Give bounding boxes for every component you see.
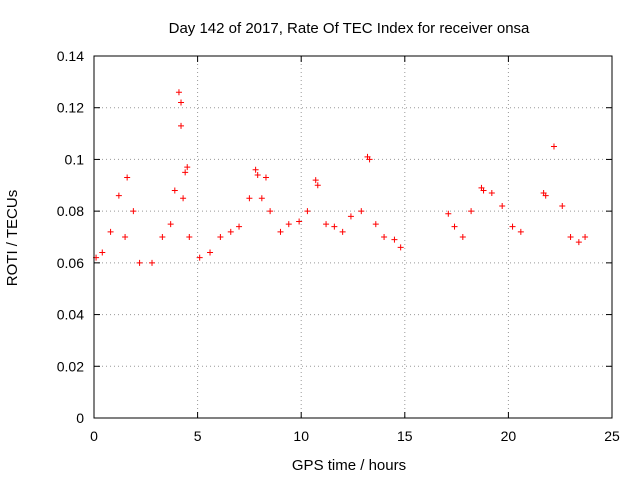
data-point bbox=[391, 236, 398, 243]
data-point bbox=[542, 192, 549, 199]
y-tick-label: 0.12 bbox=[57, 100, 84, 116]
grid-lines bbox=[94, 56, 612, 418]
y-tick-label: 0.04 bbox=[57, 307, 84, 323]
data-point bbox=[258, 195, 265, 202]
y-tick-label: 0.06 bbox=[57, 255, 84, 271]
y-tick-label: 0 bbox=[76, 410, 84, 426]
data-point bbox=[567, 234, 574, 240]
y-tick-label: 0.02 bbox=[57, 358, 84, 374]
data-point bbox=[252, 166, 259, 173]
data-point bbox=[509, 223, 516, 230]
data-point bbox=[178, 99, 185, 106]
data-point bbox=[347, 213, 354, 220]
data-point bbox=[107, 228, 114, 235]
data-point bbox=[304, 208, 311, 215]
data-point bbox=[196, 254, 203, 261]
data-point bbox=[267, 208, 274, 215]
data-point bbox=[468, 208, 475, 215]
y-tick-label: 0.14 bbox=[57, 48, 84, 64]
data-point bbox=[312, 177, 319, 184]
y-tick-label: 0.08 bbox=[57, 203, 84, 219]
data-point bbox=[323, 221, 330, 228]
data-point bbox=[550, 143, 557, 150]
x-tick-label: 0 bbox=[90, 428, 98, 444]
data-point bbox=[262, 174, 269, 181]
axis-ticks: 0 5 10 15 20 25 0 0.02 0.04 0.06 0.08 0.1 0.12 0.14 bbox=[57, 48, 620, 444]
data-point bbox=[236, 223, 243, 230]
data-point bbox=[517, 228, 524, 235]
chart-title: Day 142 of 2017, Rate Of TEC Index for r… bbox=[169, 20, 530, 37]
data-point bbox=[372, 221, 379, 228]
data-point bbox=[99, 249, 106, 256]
x-tick-label: 10 bbox=[293, 428, 309, 444]
data-point bbox=[575, 239, 582, 246]
y-axis-title: ROTI / TECUs bbox=[4, 190, 21, 286]
data-point bbox=[115, 192, 122, 199]
data-point bbox=[178, 122, 185, 129]
data-point bbox=[186, 234, 193, 240]
x-tick-label: 15 bbox=[397, 428, 413, 444]
data-point bbox=[254, 171, 261, 178]
x-tick-label: 5 bbox=[194, 428, 202, 444]
data-point bbox=[182, 169, 189, 176]
data-points bbox=[93, 89, 589, 266]
data-point bbox=[381, 234, 388, 240]
plot-frame bbox=[93, 55, 613, 419]
data-point bbox=[277, 228, 284, 235]
data-point bbox=[451, 223, 458, 230]
data-point bbox=[445, 210, 452, 217]
data-point bbox=[171, 187, 178, 194]
data-point bbox=[339, 228, 346, 235]
data-point bbox=[227, 228, 234, 235]
data-point bbox=[480, 187, 487, 194]
data-point bbox=[217, 234, 224, 240]
data-point bbox=[331, 223, 338, 230]
data-point bbox=[358, 208, 365, 215]
data-point bbox=[285, 221, 292, 228]
data-point bbox=[488, 190, 495, 197]
data-point bbox=[149, 259, 156, 266]
x-tick-label: 20 bbox=[501, 428, 517, 444]
data-point bbox=[180, 195, 187, 202]
data-point bbox=[159, 234, 166, 240]
data-point bbox=[499, 202, 506, 209]
data-point bbox=[246, 195, 253, 202]
data-point bbox=[184, 164, 191, 171]
data-point bbox=[175, 89, 182, 96]
x-tick-label: 25 bbox=[604, 428, 620, 444]
data-point bbox=[459, 234, 466, 240]
data-point bbox=[296, 218, 303, 225]
data-point bbox=[122, 234, 129, 240]
data-point bbox=[167, 221, 174, 228]
data-point bbox=[124, 174, 131, 181]
y-tick-label: 0.1 bbox=[65, 151, 85, 167]
data-point bbox=[582, 234, 589, 240]
data-point bbox=[397, 244, 404, 251]
x-axis-title: GPS time / hours bbox=[292, 457, 406, 474]
data-point bbox=[136, 259, 143, 266]
data-point bbox=[207, 249, 214, 256]
data-point bbox=[314, 182, 321, 189]
data-point bbox=[559, 202, 566, 209]
data-point bbox=[366, 156, 373, 163]
data-point bbox=[130, 208, 137, 215]
